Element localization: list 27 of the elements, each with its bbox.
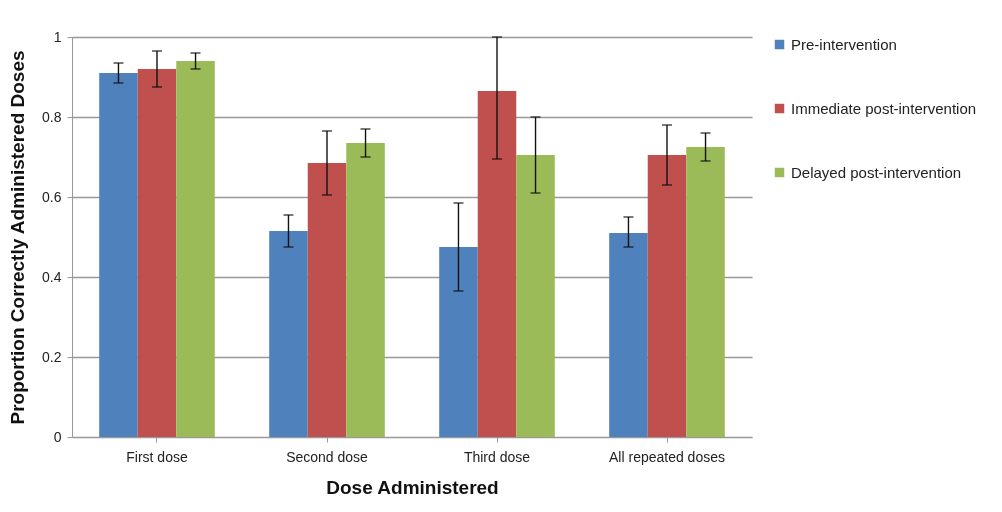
y-tick-label: 0 — [53, 428, 62, 445]
x-tick-label: Third dose — [463, 448, 531, 465]
bar — [439, 247, 478, 437]
y-tick-label: 0.6 — [42, 188, 62, 205]
x-tick-label: All repeated doses — [609, 448, 725, 465]
x-tick-label: First dose — [126, 448, 188, 465]
bar — [647, 155, 687, 437]
bar — [99, 73, 138, 437]
y-tick-label: 1 — [53, 28, 62, 45]
y-tick-label: 0.4 — [42, 268, 62, 285]
bar — [346, 143, 385, 437]
legend-label: Pre-intervention — [791, 35, 897, 53]
bar — [307, 163, 347, 437]
bar — [477, 91, 517, 437]
bar — [137, 69, 177, 437]
y-tick-label: 0.8 — [42, 108, 62, 125]
bar — [609, 233, 648, 437]
bar — [516, 155, 555, 437]
legend-label: Immediate post-intervention — [791, 99, 977, 117]
x-tick-label: Second dose — [286, 448, 369, 465]
bar — [269, 231, 308, 437]
x-axis-title: Dose Administered — [326, 476, 499, 498]
bar — [686, 147, 725, 437]
bar — [176, 61, 215, 437]
y-tick-label: 0.2 — [42, 348, 62, 365]
y-axis-title: Proportion Correctly Administered Doses — [7, 50, 29, 425]
legend-label: Delayed post-intervention — [791, 163, 962, 181]
